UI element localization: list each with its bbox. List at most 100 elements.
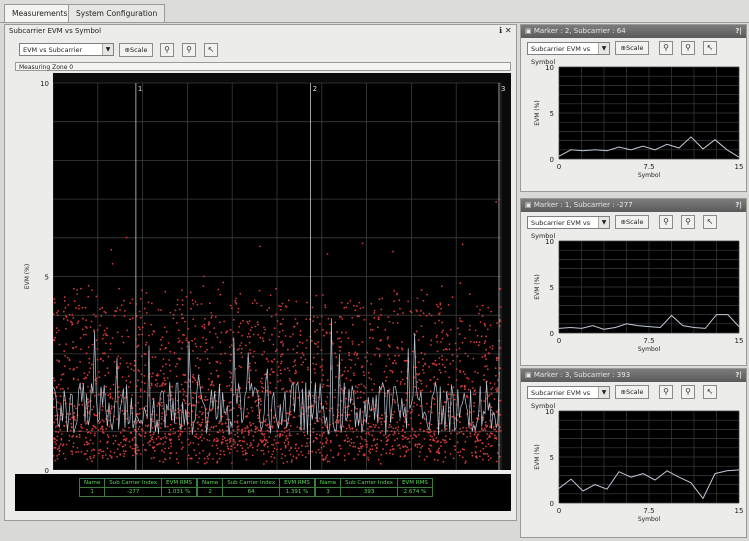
scatter-point bbox=[249, 424, 252, 427]
scatter-point bbox=[237, 428, 240, 431]
scatter-point bbox=[54, 414, 57, 417]
scatter-point bbox=[279, 369, 282, 372]
scatter-point bbox=[91, 289, 93, 291]
scatter-point bbox=[202, 285, 205, 287]
scatter-point bbox=[276, 430, 279, 433]
scatter-point bbox=[247, 332, 250, 335]
panel-view-select[interactable]: Subcarrier EVM vs Symbol ▼ bbox=[527, 42, 610, 66]
scatter-point bbox=[246, 335, 249, 338]
panel-view-select[interactable]: Subcarrier EVM vs Symbol ▼ bbox=[527, 216, 610, 240]
zoom-out-icon[interactable]: ⚲ bbox=[681, 215, 695, 229]
scatter-point bbox=[247, 447, 249, 449]
scatter-point bbox=[226, 385, 228, 387]
pointer-icon[interactable]: ↖ bbox=[703, 41, 717, 55]
scatter-point bbox=[397, 444, 399, 447]
zoom-out-icon[interactable]: ⚲ bbox=[681, 385, 695, 399]
scatter-point bbox=[205, 342, 208, 345]
pointer-icon[interactable]: ↖ bbox=[703, 215, 717, 229]
scatter-point bbox=[448, 376, 450, 379]
scatter-point bbox=[219, 450, 222, 452]
tab-system-configuration[interactable]: System Configuration bbox=[68, 4, 166, 22]
scatter-point bbox=[353, 374, 355, 377]
scatter-point bbox=[423, 371, 425, 374]
panel-icon: ▣ bbox=[525, 201, 534, 209]
scatter-point bbox=[346, 419, 348, 422]
scatter-point bbox=[295, 371, 298, 374]
scatter-point bbox=[499, 399, 502, 402]
zoom-in-icon[interactable]: ⚲ bbox=[160, 43, 174, 57]
table-row[interactable]: 3 393 2.674 % bbox=[315, 487, 433, 497]
table-header-cell: Name bbox=[315, 478, 342, 488]
help-icon[interactable]: ?| bbox=[735, 27, 742, 35]
scale-button[interactable]: ⊕Scale bbox=[615, 385, 649, 399]
scatter-point bbox=[117, 386, 120, 388]
scatter-point bbox=[410, 311, 413, 314]
scatter-point bbox=[313, 368, 316, 370]
scatter-point bbox=[487, 395, 490, 397]
scatter-point bbox=[98, 376, 101, 379]
scatter-point bbox=[240, 351, 243, 354]
scatter-point bbox=[80, 450, 83, 453]
table-row[interactable]: 1 -277 1.031 % bbox=[79, 487, 197, 497]
zoom-out-icon[interactable]: ⚲ bbox=[182, 43, 196, 57]
scatter-point bbox=[328, 385, 330, 387]
panel-view-select[interactable]: Subcarrier EVM vs Symbol ▼ bbox=[527, 386, 610, 410]
main-view-select[interactable]: EVM vs Subcarrier ▼ bbox=[19, 43, 114, 56]
scatter-point bbox=[64, 306, 67, 309]
scatter-point bbox=[445, 441, 448, 443]
scatter-point bbox=[265, 439, 268, 441]
scatter-point bbox=[321, 358, 324, 361]
pointer-icon[interactable]: ↖ bbox=[204, 43, 218, 57]
table-row[interactable]: 2 64 1.391 % bbox=[197, 487, 315, 497]
scatter-point bbox=[198, 416, 200, 419]
scale-button[interactable]: ⊕Scale bbox=[615, 41, 649, 55]
marker-panel-2: ▣ Marker : 1, Subcarrier : -277 ?| Subcarr… bbox=[520, 198, 747, 366]
help-icon[interactable]: ?| bbox=[735, 201, 742, 209]
scatter-point bbox=[479, 430, 481, 433]
scatter-point bbox=[249, 442, 252, 444]
help-icon[interactable]: ?| bbox=[735, 371, 742, 379]
zoom-out-icon[interactable]: ⚲ bbox=[681, 41, 695, 55]
scatter-point bbox=[230, 408, 233, 411]
scatter-point bbox=[357, 357, 360, 360]
scatter-point bbox=[156, 382, 159, 385]
scatter-point bbox=[69, 413, 72, 415]
scatter-point bbox=[229, 376, 232, 379]
scatter-point bbox=[122, 439, 125, 441]
pointer-icon[interactable]: ↖ bbox=[703, 385, 717, 399]
scatter-point bbox=[183, 390, 186, 393]
scatter-point bbox=[265, 390, 268, 392]
tab-measurements[interactable]: Measurements bbox=[4, 4, 76, 22]
scatter-point bbox=[117, 365, 120, 368]
zoom-in-icon[interactable]: ⚲ bbox=[659, 41, 673, 55]
zoom-in-icon[interactable]: ⚲ bbox=[659, 215, 673, 229]
scatter-point bbox=[138, 412, 141, 415]
scale-button[interactable]: ⊕Scale bbox=[615, 215, 649, 229]
scatter-point bbox=[450, 432, 452, 435]
marker-panel-title: ▣ Marker : 1, Subcarrier : -277 ?| bbox=[521, 199, 746, 212]
scatter-point bbox=[321, 421, 324, 424]
scale-button[interactable]: ⊕Scale bbox=[119, 43, 153, 57]
scatter-point bbox=[340, 301, 343, 304]
scatter-point bbox=[316, 433, 318, 436]
scatter-point bbox=[436, 441, 438, 443]
scatter-point bbox=[279, 432, 282, 435]
scatter-point bbox=[469, 435, 472, 437]
scatter-point bbox=[125, 379, 128, 382]
scatter-point bbox=[343, 306, 346, 309]
scatter-point bbox=[170, 391, 173, 394]
scatter-point bbox=[176, 363, 178, 365]
scatter-point bbox=[365, 440, 368, 443]
scatter-point bbox=[318, 417, 321, 420]
scatter-point bbox=[185, 337, 188, 340]
zoom-in-icon[interactable]: ⚲ bbox=[659, 385, 673, 399]
pin-close-icon[interactable]: ℹ ✕ bbox=[499, 26, 512, 35]
scatter-point bbox=[276, 434, 279, 437]
scatter-point bbox=[136, 452, 138, 455]
scatter-point bbox=[58, 445, 61, 447]
scatter-point bbox=[367, 458, 370, 461]
scatter-point bbox=[99, 421, 102, 423]
scatter-point bbox=[138, 310, 141, 313]
scatter-point bbox=[252, 333, 255, 336]
scatter-point bbox=[199, 397, 202, 400]
